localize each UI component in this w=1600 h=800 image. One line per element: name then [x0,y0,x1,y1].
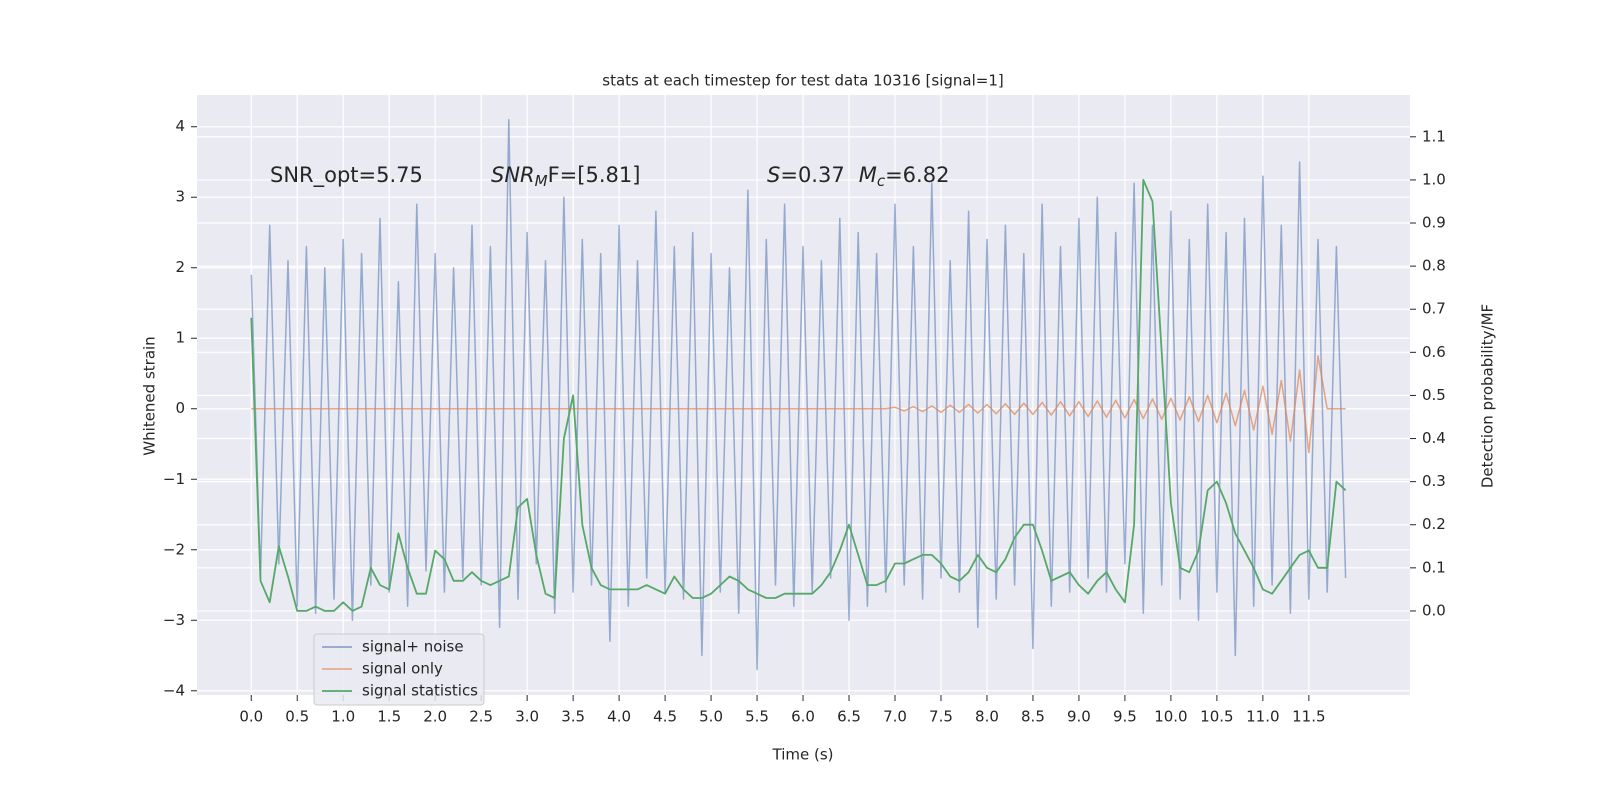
y-tick-label: −2 [163,540,185,558]
y2-tick-label: 0.5 [1422,386,1446,404]
legend-label: signal statistics [362,682,478,700]
series-line [250,118,1347,671]
y-axis-label: Whitened strain [141,336,159,455]
x-tick-label: 1.5 [377,708,401,726]
series-line [250,179,1347,612]
y2-tick-label: 0.6 [1422,343,1446,361]
marks [250,118,1347,671]
x-tick-label: 4.5 [653,708,677,726]
chart-title: stats at each timestep for test data 103… [602,72,1003,90]
x-tick-label: 11.5 [1292,708,1325,726]
x-tick-label: 7.5 [929,708,953,726]
annotation: SNR_opt=5.75 [270,163,423,188]
x-tick-label: 7.0 [883,708,907,726]
y2-tick-label: 0.7 [1422,300,1446,318]
x-tick-label: 9.0 [1067,708,1091,726]
annotation: S=0.37 Mc=6.82 [767,163,949,190]
annotation-part: SNR [491,163,535,187]
y2-tick-label: 0.3 [1422,472,1446,490]
series-line [251,355,1346,454]
annotation-part: S [767,163,780,187]
legend-label: signal only [362,660,443,678]
x-tick-label: 10.5 [1200,708,1233,726]
y-tick-label: 2 [175,258,185,276]
y2-tick-label: 0.9 [1422,214,1446,232]
x-tick-label: 11.0 [1246,708,1279,726]
y2-tick-label: 1.1 [1422,127,1446,145]
annotation-part: SNR_opt=5.75 [270,163,423,188]
annotations: SNR_opt=5.75 SNRMF=[5.81] S=0.37 Mc=6.82 [270,163,949,190]
annotation: SNRMF=[5.81] [491,163,640,190]
x-tick-label: 6.0 [791,708,815,726]
y2-tick-label: 0.1 [1422,558,1446,576]
x-tick-label: 8.0 [975,708,999,726]
x-axis-label: Time (s) [772,746,834,764]
x-tick-label: 0.5 [285,708,309,726]
annotation-part: =6.82 [885,163,949,187]
x-tick-label: 10.0 [1154,708,1187,726]
y2-tick-label: 1.0 [1422,170,1446,188]
y2-tick-label: 0.8 [1422,257,1446,275]
legend-box [313,633,485,706]
annotation-part: =0.37 [780,163,844,187]
x-tick-label: 9.5 [1113,708,1137,726]
y2-tick-label: 0.4 [1422,429,1446,447]
x-tick-label: 1.0 [331,708,355,726]
y-tick-label: −4 [163,681,185,699]
x-tick-label: 2.5 [469,708,493,726]
annotation-part: F=[5.81] [548,163,641,187]
y2-tick-label: 0.2 [1422,515,1446,533]
y2-tick-label: 0.0 [1422,601,1446,619]
annotation-part: M [859,163,877,187]
y2-axis-label: Detection probability/MF [1479,304,1497,488]
x-tick-label: 6.5 [837,708,861,726]
y-tick-label: 0 [175,399,185,417]
y-tick-label: 3 [175,188,185,206]
x-tick-label: 2.0 [423,708,447,726]
annotation-part: M [535,172,548,190]
annotation-part: c [877,172,886,190]
y-tick-label: 1 [175,329,185,347]
x-tick-label: 8.5 [1021,708,1045,726]
legend-label: signal+ noise [362,638,464,656]
x-tick-label: 5.0 [699,708,723,726]
y-tick-label: 4 [175,117,185,135]
y-tick-label: −1 [163,470,185,488]
legend: signal+ noise signal only signal statistic… [313,633,485,706]
x-tick-label: 3.0 [515,708,539,726]
y-tick-label: −3 [163,611,185,629]
x-tick-label: 3.5 [561,708,585,726]
x-tick-label: 0.0 [239,708,263,726]
x-tick-label: 5.5 [745,708,769,726]
x-tick-label: 4.0 [607,708,631,726]
